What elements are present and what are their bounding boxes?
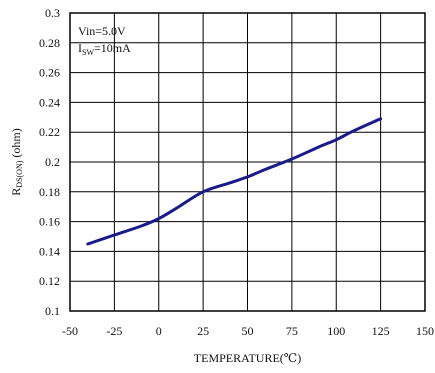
y-tick-label: 0.12 [39, 274, 60, 288]
x-axis-ticks: -50 -25 0 25 50 75 100 125 150 [62, 324, 434, 338]
x-tick-label: 125 [372, 324, 390, 338]
y-axis-label: RDS(ON) (ohm) [9, 128, 24, 195]
y-tick-label: 0.1 [45, 304, 60, 318]
annotation-isw-rest: =10mA [94, 41, 131, 55]
y-tick-label: 0.28 [39, 36, 60, 50]
x-tick-label: 25 [197, 324, 209, 338]
annotation-isw-main: I [78, 41, 82, 55]
y-tick-label: 0.24 [39, 95, 60, 109]
y-tick-label: 0.26 [39, 66, 60, 80]
x-tick-label: 150 [416, 324, 434, 338]
series-group [86, 117, 383, 246]
y-axis-label-main: R [9, 188, 23, 196]
x-tick-label: 50 [242, 324, 254, 338]
x-tick-label: 75 [286, 324, 298, 338]
annotation-vin: Vin=5.0V [78, 24, 126, 38]
y-axis-label-sub: DS(ON) [15, 160, 24, 187]
x-axis-label: TEMPERATURE(℃) [194, 351, 301, 365]
x-tick-label: 100 [327, 324, 345, 338]
y-tick-label: 0.3 [45, 6, 60, 20]
annotation-isw-sub: SW [82, 48, 94, 57]
y-tick-label: 0.16 [39, 215, 60, 229]
x-tick-label: -25 [106, 324, 122, 338]
x-tick-label: -50 [62, 324, 78, 338]
y-tick-label: 0.14 [39, 244, 60, 258]
plot-frame [69, 12, 426, 312]
y-tick-label: 0.18 [39, 185, 60, 199]
y-tick-label: 0.22 [39, 125, 60, 139]
series-line-0 [86, 117, 383, 246]
annotation-isw: ISW=10mA [78, 41, 131, 57]
y-axis-label-unit: (ohm) [9, 128, 23, 160]
y-tick-label: 0.2 [45, 155, 60, 169]
grid [69, 12, 426, 312]
y-axis-ticks: 0.1 0.12 0.14 0.16 0.18 0.2 0.22 0.24 0.26 0.28 0.… [39, 6, 60, 318]
x-tick-label: 0 [156, 324, 162, 338]
